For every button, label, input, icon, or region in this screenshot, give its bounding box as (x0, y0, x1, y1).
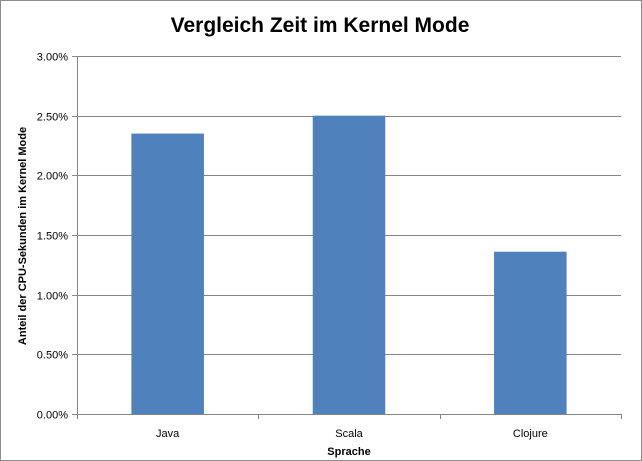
bar-clojure (494, 251, 567, 414)
y-tick-label: 0.50% (37, 350, 68, 362)
y-tick-label: 3.00% (37, 52, 68, 64)
y-axis-title: Anteil der CPU-Sekunden im Kernel Mode (17, 127, 29, 345)
x-tick-label: Java (156, 428, 180, 440)
y-tick-label: 2.50% (37, 112, 68, 124)
axes (77, 56, 621, 415)
y-tick-labels: 0.00% 0.50% 1.00% 1.50% 2.00% 2.50% 3.00% (37, 52, 77, 422)
y-tick-label: 0.00% (37, 410, 68, 422)
chart-title: Vergleich Zeit im Kernel Mode (171, 14, 470, 37)
bar-scala (312, 115, 386, 415)
bars (131, 115, 567, 415)
x-tick-label: Scala (335, 428, 363, 440)
y-tick-label: 2.00% (37, 171, 68, 183)
bar-java (131, 133, 204, 415)
x-tick-labels: Java Scala Clojure (77, 414, 622, 440)
y-tick-label: 1.00% (37, 291, 68, 303)
x-tick-label: Clojure (513, 428, 548, 440)
y-tick-label: 1.50% (37, 231, 68, 243)
x-axis-title: Sprache (327, 446, 370, 458)
